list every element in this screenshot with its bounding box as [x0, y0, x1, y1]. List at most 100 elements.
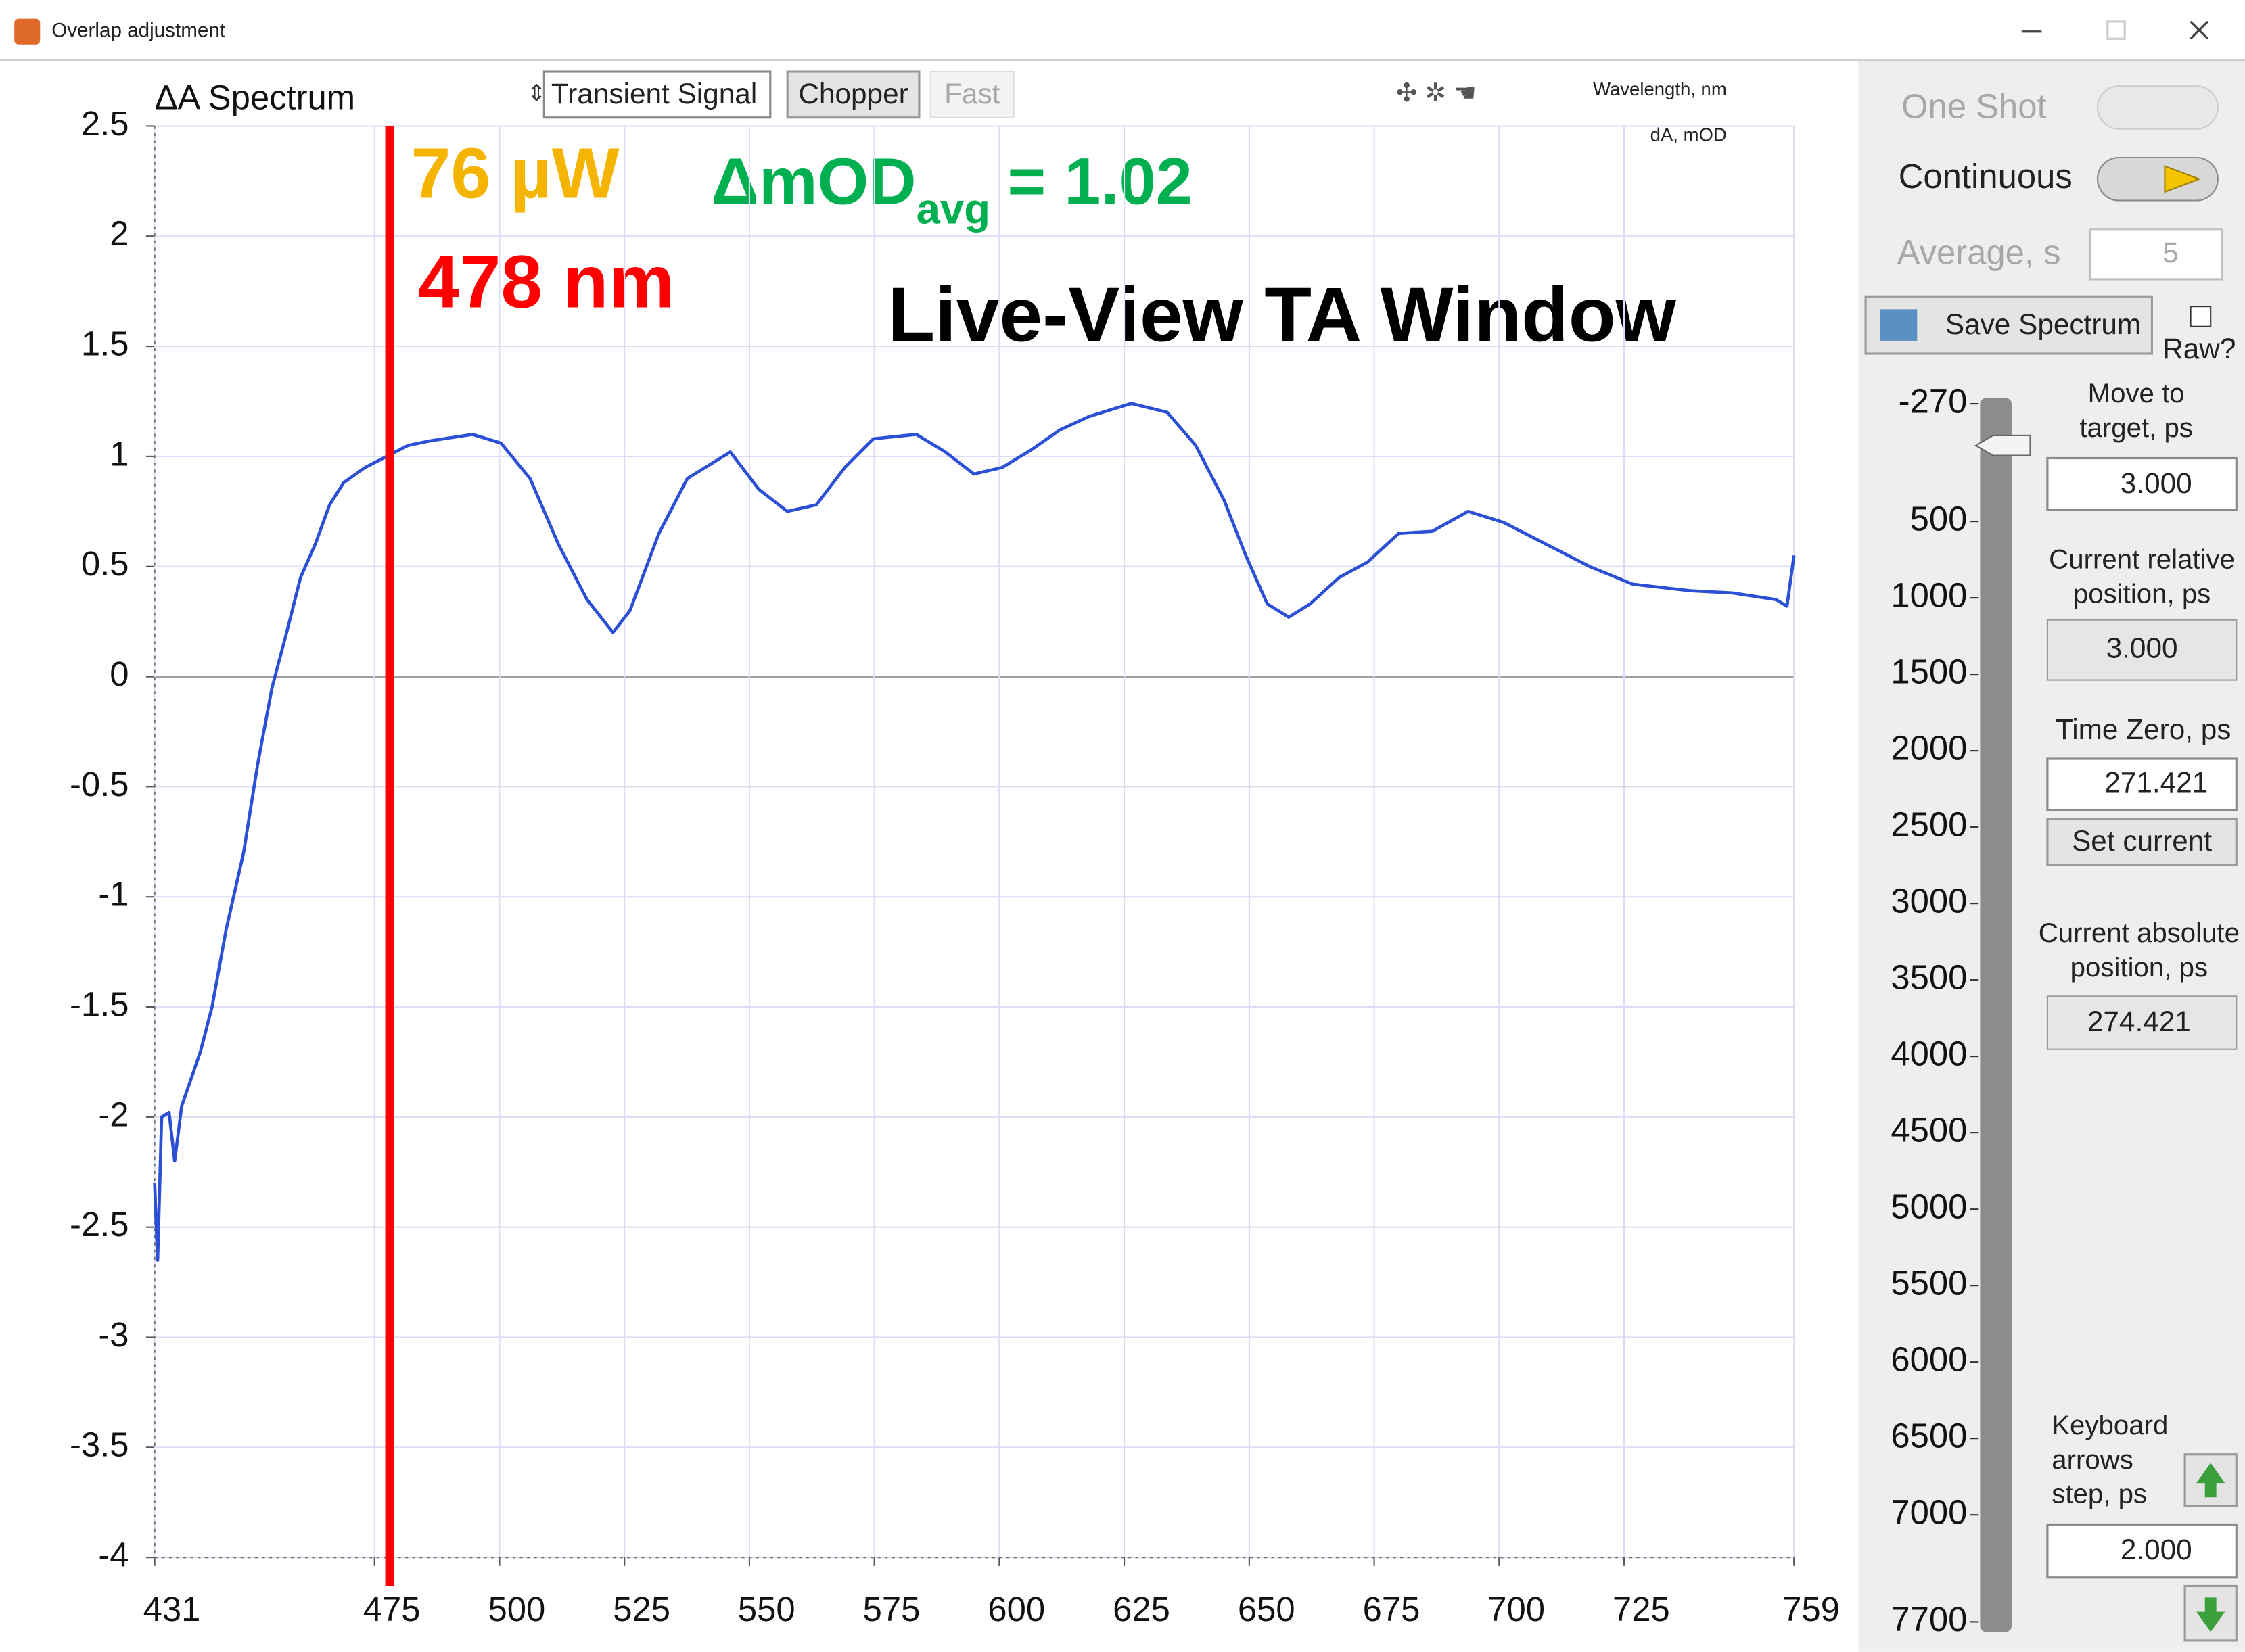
delta-value: = 1.02 [1007, 144, 1192, 218]
save-icon [1880, 309, 1918, 341]
power-annotation: 76 µW [411, 134, 619, 214]
close-x[interactable] [2190, 20, 2209, 40]
x-tick-label: 600 [988, 1590, 1045, 1628]
x-axis-name: Wavelength, nm [1593, 78, 1727, 99]
average-box[interactable] [2089, 228, 2223, 281]
move-value[interactable]: 3.000 [2121, 467, 2192, 499]
y-tick-label: 2.5 [81, 104, 129, 143]
slider-thumb [1974, 434, 2031, 456]
x-tick-label: 650 [1238, 1590, 1295, 1628]
slider-tick-label: 500 [1910, 500, 1968, 538]
delta-sub: avg [917, 185, 990, 233]
window-title: Overlap adjustment [51, 20, 226, 42]
fast-button[interactable] [929, 70, 1015, 118]
rel-label: position, ps [2073, 578, 2211, 609]
slider-tick-label: 6000 [1891, 1340, 1967, 1379]
step-label: arrows [2052, 1444, 2133, 1475]
average-value[interactable]: 5 [2162, 237, 2179, 268]
abs-value: 274.421 [2087, 1006, 2191, 1037]
move-label: target, ps [2079, 412, 2193, 443]
y-tick-label: -4 [98, 1536, 129, 1574]
slider-tick-label: 5000 [1891, 1187, 1967, 1226]
slider-tick-label: 2000 [1891, 729, 1967, 768]
slider-tick-label: 2500 [1891, 805, 1967, 844]
slider-tick-label: 3500 [1891, 958, 1967, 997]
x-tick-label: 700 [1487, 1590, 1545, 1628]
maximize[interactable] [2106, 20, 2126, 40]
spin-arrows[interactable]: ⇕ [527, 80, 546, 106]
down-arrow [2196, 1597, 2225, 1632]
slider-tick-label: 4000 [1891, 1035, 1967, 1073]
caption: Live-View TA Window [887, 272, 1676, 358]
step-value[interactable]: 2.000 [2121, 1534, 2192, 1565]
step-label: step, ps [2052, 1479, 2147, 1509]
save-label[interactable]: Save Spectrum [1945, 308, 2141, 340]
step-label: Keyboard [2052, 1410, 2168, 1440]
slider-tick-label: 3000 [1891, 882, 1967, 920]
slider-tick-label: 4500 [1891, 1111, 1967, 1150]
slider-track[interactable] [1980, 398, 2012, 1632]
title-border [0, 58, 2245, 62]
y-tick-label: -3 [98, 1315, 129, 1354]
chopper-button[interactable] [786, 70, 921, 119]
average-label: Average, s [1897, 233, 2061, 271]
y-tick-label: -2 [98, 1095, 129, 1133]
window-controls[interactable] [2021, 20, 2209, 40]
zero-box[interactable] [2046, 757, 2238, 811]
chopper-label[interactable]: Chopper [798, 78, 908, 110]
x-tick-label: 625 [1113, 1590, 1170, 1628]
step-box[interactable] [2046, 1523, 2238, 1579]
y-tick-label: -1.5 [70, 985, 129, 1023]
app-icon [14, 18, 41, 45]
y-tick-label: 2 [110, 214, 129, 253]
y-tick-label: -1 [98, 875, 129, 914]
slider-tick-label: -270 [1899, 381, 1968, 420]
up-arrow [2196, 1463, 2225, 1498]
y-axis-name: dA, mOD [1650, 124, 1727, 145]
raw-checkbox[interactable] [2190, 306, 2212, 327]
continuous-led [2164, 165, 2202, 193]
slider-tick-label: 6500 [1891, 1417, 1967, 1455]
set-current-button[interactable] [2046, 818, 2238, 866]
fast-label[interactable]: Fast [944, 78, 1000, 110]
zero-value[interactable]: 271.421 [2104, 766, 2208, 798]
abs-label: position, ps [2070, 952, 2208, 983]
continuous-toggle[interactable] [2096, 156, 2219, 202]
slider-tick-label: 5500 [1891, 1264, 1967, 1302]
one-shot-label: One Shot [1901, 87, 2047, 125]
y-tick-label: -3.5 [70, 1425, 129, 1464]
slider-tick-label: 1000 [1891, 576, 1967, 615]
x-tick-label: 575 [863, 1590, 921, 1628]
one-shot-toggle[interactable] [2096, 85, 2219, 130]
x-tick-label: 759 [1782, 1590, 1840, 1628]
move-label: Move to [2088, 378, 2185, 408]
abs-box [2046, 995, 2238, 1050]
x-tick-label: 525 [613, 1590, 670, 1628]
rel-value: 3.000 [2106, 632, 2178, 663]
y-tick-label: 0.5 [81, 544, 129, 583]
signal-select[interactable]: Transient Signal [551, 78, 757, 110]
rel-label: Current relative [2049, 544, 2235, 575]
y-tick-label: -2.5 [70, 1205, 129, 1244]
x-tick-label: 475 [363, 1590, 421, 1628]
raw-label: Raw? [2162, 333, 2236, 364]
delta-text: ΔmOD [712, 144, 917, 218]
y-tick-label: 1 [110, 434, 129, 473]
slider-tick-label: 1500 [1891, 653, 1967, 691]
x-tick-label: 675 [1363, 1590, 1420, 1628]
set-current-label[interactable]: Set current [2072, 825, 2212, 857]
plot-tools[interactable]: ✣ ✲ ☚ [1396, 79, 1477, 108]
rel-box [2046, 619, 2238, 681]
slider-tick-label: 7000 [1891, 1493, 1967, 1532]
x-tick-label: 550 [738, 1590, 795, 1628]
x-tick-label: 431 [143, 1590, 201, 1628]
delta-annotation: ΔmODavg = 1.02 [712, 144, 1193, 233]
x-tick-label: 500 [488, 1590, 545, 1628]
move-box[interactable] [2046, 456, 2238, 511]
abs-label: Current absolute [2039, 918, 2240, 948]
signal-box[interactable] [542, 70, 772, 119]
y-tick-label: -0.5 [70, 765, 129, 803]
spectrum-line [153, 402, 1796, 1262]
